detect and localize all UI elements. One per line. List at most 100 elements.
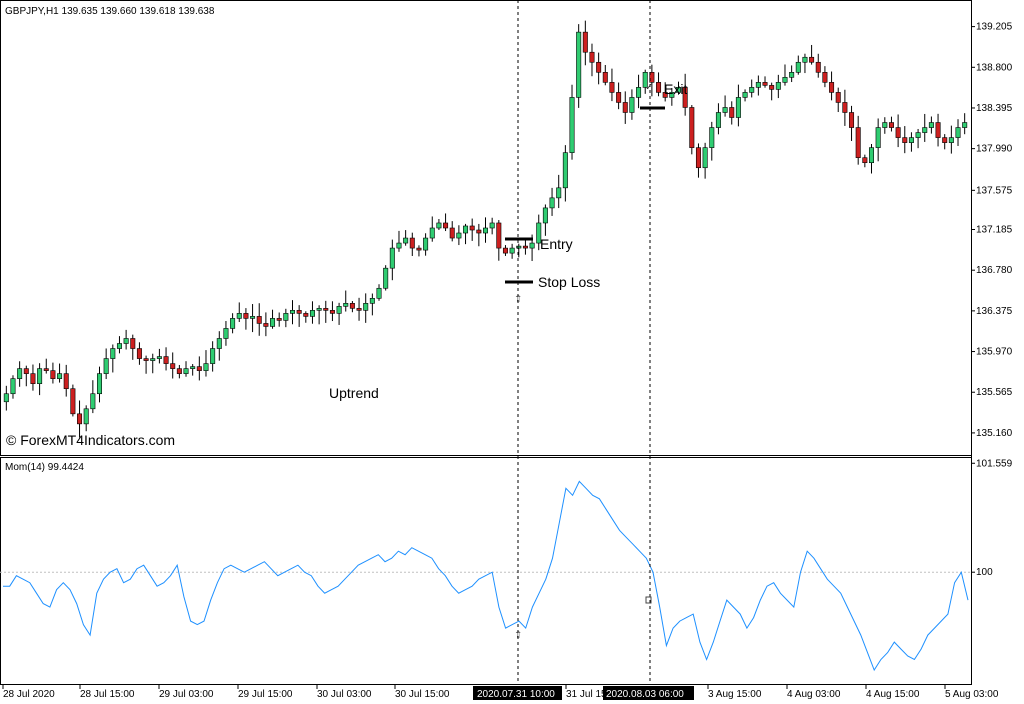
time-axis: 28 Jul 2020 28 Jul 15:00 29 Jul 03:00 29 Ju… [2,685,999,700]
candle [389,239,395,281]
time-tick-label: 4 Aug 15:00 [866,689,920,700]
candle [30,364,36,391]
candle [349,301,355,313]
candle [43,358,49,374]
candle [542,204,548,236]
time-tick-label: 3 Aug 15:00 [708,689,762,700]
candle [669,87,675,106]
candle [502,245,508,256]
candlestick-series [3,20,968,438]
momentum-exit-marker-icon [645,596,652,604]
candle [150,353,156,374]
candle [163,347,169,371]
candle [70,384,76,417]
candle [895,114,901,148]
price-tick-label: 136.780 [976,265,1013,276]
candle [649,64,655,97]
candle [722,95,728,117]
price-tick-label: 136.375 [976,306,1013,317]
candle [509,243,515,259]
price-axis: 139.205 138.800 138.395 137.990 137.575 137.1… [971,22,1013,439]
time-tick-label: 4 Aug 03:00 [787,689,841,700]
indicator-frame [0,457,972,685]
candle [183,361,189,377]
candle [942,134,948,150]
candle [63,364,69,397]
candle [176,364,182,379]
candle [749,79,755,98]
candle [868,144,874,174]
candle [230,313,236,334]
candle [689,105,695,155]
price-tick-label: 138.800 [976,62,1013,73]
candle [190,364,196,376]
candle [403,230,409,246]
candle [782,64,788,86]
candle [17,361,23,387]
candle [416,245,422,257]
candle [376,284,382,301]
time-tick-label: 28 Jul 2020 [3,689,55,700]
candle [323,300,329,323]
candle [536,214,542,251]
time-tick-label: 29 Jul 15:00 [238,689,293,700]
candle [642,69,648,94]
indicator-header: Mom(14) 99.4424 [5,462,84,473]
candle [263,312,269,337]
candle [682,73,688,116]
candle [223,321,229,346]
candle [815,53,821,78]
uptrend-label: Uptrend [329,385,379,401]
watermark: © ForexMT4Indicators.com [6,432,175,448]
candle [469,218,475,241]
price-tick-label: 135.160 [976,428,1013,439]
candle [276,312,282,327]
momentum-tick-label: 100 [976,567,993,578]
candle [822,66,828,88]
candle [130,334,136,360]
candle [77,400,83,438]
candle [948,125,954,154]
candle [383,265,389,291]
entry-time-tag: 2020.07.31 10:00 [477,689,555,700]
candle [309,301,315,324]
candle [875,118,881,162]
candle [83,405,89,432]
candle [143,355,149,374]
candle [962,113,968,135]
candle [336,302,342,325]
candle [283,308,289,328]
candle [589,43,595,77]
candle [802,53,808,74]
candle [296,305,302,327]
time-tick-label: 29 Jul 03:00 [159,689,214,700]
candle [50,362,56,384]
exit-time-tag: 2020.08.03 06:00 [606,689,684,700]
candle [835,87,841,113]
candle [695,143,701,178]
entry-label: Entry [540,236,573,252]
candle [482,217,488,243]
candle [762,76,768,88]
price-tick-label: 137.575 [976,185,1013,196]
candle [709,121,715,161]
candle [775,74,781,99]
candle [849,105,855,141]
candle [216,331,222,361]
candle [489,217,495,235]
candle [356,297,362,321]
candle [915,128,921,149]
candle [3,385,9,411]
candle [516,243,522,258]
candle [928,116,934,134]
candle [170,352,176,379]
price-tick-label: 137.990 [976,144,1013,155]
candle [256,303,262,336]
price-tick-label: 139.205 [976,22,1013,33]
candle [463,223,469,245]
candle [289,300,295,325]
time-tick-label: 28 Jul 15:00 [80,689,135,700]
candle [789,65,795,83]
candle [549,187,555,216]
momentum-tick-label: 101.559 [976,458,1013,469]
